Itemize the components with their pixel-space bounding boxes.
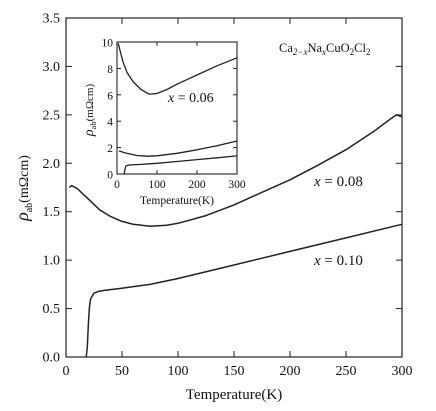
inset-series-line-1 <box>118 140 238 157</box>
main-ticks: 0 50 100 150 200 250 3000.00.51.01.52.02.53.03… <box>43 12 413 380</box>
compound-cuo: CuO <box>326 41 350 55</box>
main-y-tick-label: 2.5 <box>43 108 61 123</box>
inset-y-tick-label: 2 <box>107 143 113 155</box>
series-label-x008: x = 0.08 <box>313 174 363 190</box>
main-x-tick-label: 150 <box>224 364 245 379</box>
main-x-tick-label: 0 <box>63 364 70 379</box>
inset-series-line-0 <box>117 43 238 95</box>
series-label-x008-val: = 0.08 <box>321 174 363 190</box>
inset-y-tick-label: 8 <box>107 64 113 76</box>
y-axis-label: ρab(mΩcm) <box>12 155 35 222</box>
series-label-x008-var: x <box>313 174 321 190</box>
main-x-tick-label: 200 <box>280 364 301 379</box>
main-y-tick-label: 3.5 <box>43 12 61 27</box>
series-label-x010-var: x <box>313 253 321 269</box>
inset-series-label-x006-val: = 0.06 <box>174 91 213 106</box>
y-axis-label-unit: (mΩcm) <box>17 155 32 203</box>
compound-ca-sub: 2−x <box>293 47 308 57</box>
inset-x-tick-label: 0 <box>114 179 120 191</box>
main-y-tick-label: 3.0 <box>43 60 61 75</box>
y-axis-label-symbol: ρ <box>12 212 32 222</box>
inset-plot-frame <box>116 41 238 175</box>
compound-na-sub: x <box>321 47 326 57</box>
inset-y-axis-label: ρab(mΩcm) <box>82 84 98 138</box>
main-series <box>68 114 403 358</box>
x-axis-label: Temperature(K) <box>186 387 282 403</box>
inset-series-line-2 <box>123 155 238 175</box>
inset-y-tick-label: 0 <box>107 170 113 182</box>
compound-cl: Cl <box>354 41 366 55</box>
inset-y-axis-label-symbol: ρ <box>82 129 97 137</box>
main-x-tick-label: 250 <box>336 364 357 379</box>
main-x-tick-label: 100 <box>168 364 189 379</box>
inset-x-tick-label: 100 <box>148 179 166 191</box>
inset-series-label-x006-var: x <box>167 91 175 106</box>
series-label-x010-val: = 0.10 <box>321 253 363 269</box>
inset-y-axis-label-unit: (mΩcm) <box>84 84 96 122</box>
main-y-tick-label: 0.5 <box>43 302 61 317</box>
main-x-tick-label: 300 <box>392 364 413 379</box>
compound-na: Na <box>307 41 322 55</box>
y-axis-label-sub: ab <box>24 203 35 212</box>
inset-ticks: 0 100 200 300 0 2 4 6 8 10 <box>102 38 246 192</box>
inset-y-tick-label: 4 <box>107 117 113 129</box>
inset-series <box>117 43 238 175</box>
main-y-tick-label: 0.0 <box>43 351 61 366</box>
main-series-line-0 <box>68 114 403 227</box>
compound-cl-sub: 2 <box>366 47 371 57</box>
compound-formula: Ca2−xNaxCuO2Cl2 <box>279 41 370 57</box>
main-series-line-1 <box>85 223 403 358</box>
main-y-tick-label: 1.5 <box>43 205 61 220</box>
inset-y-tick-label: 10 <box>102 38 114 50</box>
inset-x-tick-label: 300 <box>228 179 246 191</box>
inset-x-tick-label: 200 <box>188 179 206 191</box>
compound-o-sub: 2 <box>350 47 355 57</box>
inset-y-axis-label-sub: ab <box>88 121 98 129</box>
main-y-tick-label: 1.0 <box>43 254 61 269</box>
compound-ca: Ca <box>279 41 293 55</box>
inset-series-label-x006: x = 0.06 <box>167 91 214 106</box>
inset-x-axis-label: Temperature(K) <box>140 195 214 207</box>
inset-y-tick-label: 6 <box>107 90 113 102</box>
main-y-tick-label: 2.0 <box>43 157 61 172</box>
main-x-tick-label: 50 <box>115 364 129 379</box>
series-label-x010: x = 0.10 <box>313 253 363 269</box>
